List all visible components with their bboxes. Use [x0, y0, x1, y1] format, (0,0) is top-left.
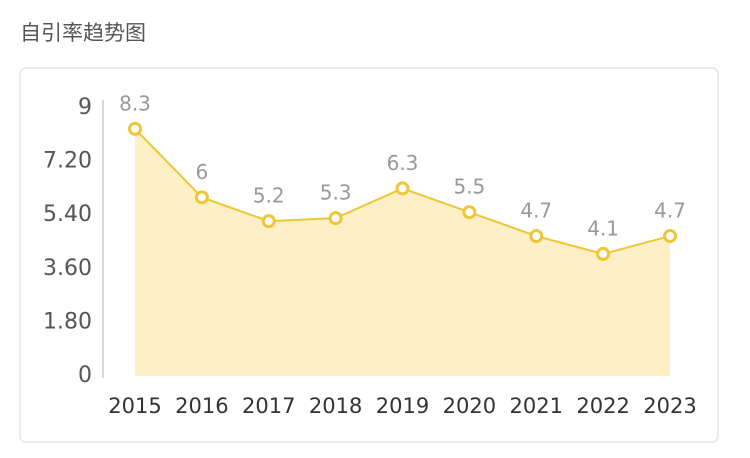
marker: [194, 190, 209, 205]
x-tick-label: 2023: [643, 394, 696, 418]
chart-title: 自引率趋势图: [20, 21, 146, 45]
marker: [395, 181, 410, 196]
x-tick-label: 2016: [175, 394, 228, 418]
x-tick-label: 2022: [576, 394, 629, 418]
marker: [128, 121, 142, 136]
value-label: 4.7: [654, 199, 686, 223]
x-tick-label: 2021: [510, 394, 563, 418]
value-label: 5.5: [453, 175, 485, 199]
x-tick-label: 2019: [376, 394, 429, 418]
x-tick-label: 2020: [443, 394, 496, 418]
y-tick-label: 1.80: [43, 309, 92, 334]
value-label: 8.3: [119, 91, 151, 115]
marker: [462, 205, 477, 220]
marker: [261, 214, 276, 229]
area: [135, 128, 670, 376]
y-tick-label: 7.20: [43, 149, 92, 174]
x-tick-label: 2017: [242, 394, 295, 418]
x-tick-label: 2018: [309, 394, 362, 418]
value-label: 5.3: [320, 181, 352, 205]
value-label: 4.1: [587, 216, 619, 240]
marker: [328, 211, 343, 226]
y-tick-label: 5.40: [43, 202, 92, 227]
x-tick-label: 2015: [108, 394, 161, 418]
marker: [596, 246, 611, 261]
value-label: 6: [196, 160, 209, 184]
y-tick-label: 3.60: [43, 256, 92, 281]
marker: [529, 229, 544, 244]
value-label: 6.3: [387, 151, 419, 175]
y-tick-label: 9: [78, 95, 92, 120]
marker: [663, 229, 677, 244]
y-tick-label: 0: [78, 363, 92, 388]
value-label: 4.7: [520, 199, 552, 223]
value-label: 5.2: [253, 184, 285, 208]
